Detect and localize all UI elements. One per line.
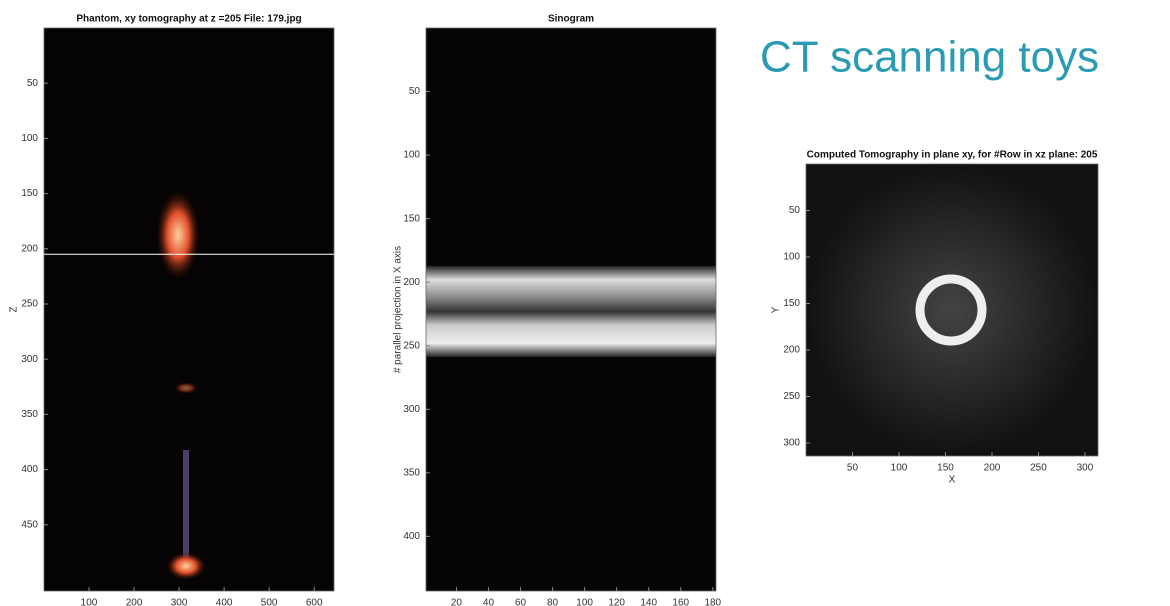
x-tick-label: 80: [547, 598, 559, 606]
y-tick-label: 250: [21, 299, 38, 310]
x-tick-label: 160: [672, 598, 689, 606]
y-tick-label: 200: [403, 277, 420, 288]
y-tick-label: 450: [21, 519, 38, 530]
x-tick-label: 50: [847, 463, 859, 474]
y-tick-label: 100: [21, 133, 38, 144]
y-tick-label: 50: [789, 205, 801, 216]
images: [44, 28, 1098, 591]
x-tick-label: 500: [261, 598, 278, 606]
y-tick-label: 400: [21, 464, 38, 475]
x-tick-label: 400: [216, 598, 233, 606]
y-tick-label: 50: [27, 78, 39, 89]
y-tick-label: 250: [783, 391, 800, 402]
y-tick-label: 200: [21, 243, 38, 254]
axes-frame: [805, 163, 1099, 457]
y-tick-label: 100: [783, 252, 800, 263]
y-axis-label: # parallel projection in X axis: [393, 246, 404, 373]
reconstruction-ring: [915, 274, 987, 346]
panel-title: Sinogram: [548, 14, 594, 25]
y-tick-label: 150: [403, 213, 420, 224]
y-tick-label: 300: [403, 404, 420, 415]
slide-title: CT scanning toys: [760, 33, 1099, 82]
x-tick-label: 200: [984, 463, 1001, 474]
phantom-blob: [166, 552, 206, 580]
x-tick-label: 180: [704, 598, 721, 606]
phantom-blob: [174, 382, 198, 394]
y-tick-label: 100: [403, 150, 420, 161]
x-tick-label: 20: [451, 598, 463, 606]
x-tick-label: 100: [576, 598, 593, 606]
y-axis-label: Y: [771, 306, 782, 313]
y-tick-label: 400: [403, 531, 420, 542]
x-tick-label: 100: [891, 463, 908, 474]
y-tick-label: 350: [403, 467, 420, 478]
phantom-stem: [183, 450, 189, 560]
x-tick-label: 300: [171, 598, 188, 606]
phantom-blob: [156, 190, 200, 280]
reconstruction-image: [806, 164, 1098, 456]
y-tick-label: 250: [403, 340, 420, 351]
x-tick-label: 150: [937, 463, 954, 474]
axes-frame: [43, 27, 335, 592]
panel-title: Computed Tomography in plane xy, for #Ro…: [807, 150, 1098, 161]
x-tick-label: 300: [1077, 463, 1094, 474]
y-tick-label: 200: [783, 345, 800, 356]
y-axis-label: Z: [9, 306, 20, 312]
sinogram-band: [426, 266, 716, 357]
y-tick-label: 150: [21, 188, 38, 199]
y-tick-label: 300: [21, 354, 38, 365]
x-tick-label: 100: [81, 598, 98, 606]
axes-frame: [425, 27, 717, 592]
y-tick-label: 300: [783, 438, 800, 449]
x-tick-label: 600: [306, 598, 323, 606]
y-tick-label: 150: [783, 298, 800, 309]
x-tick-label: 40: [483, 598, 495, 606]
y-tick-label: 350: [21, 409, 38, 420]
x-tick-label: 250: [1030, 463, 1047, 474]
x-tick-label: 200: [126, 598, 143, 606]
x-tick-label: 120: [608, 598, 625, 606]
x-tick-label: 60: [515, 598, 527, 606]
panel-title: Phantom, xy tomography at z =205 File: 1…: [76, 14, 301, 25]
y-tick-label: 50: [409, 86, 421, 97]
x-tick-label: 140: [640, 598, 657, 606]
x-axis-label: X: [949, 475, 956, 486]
